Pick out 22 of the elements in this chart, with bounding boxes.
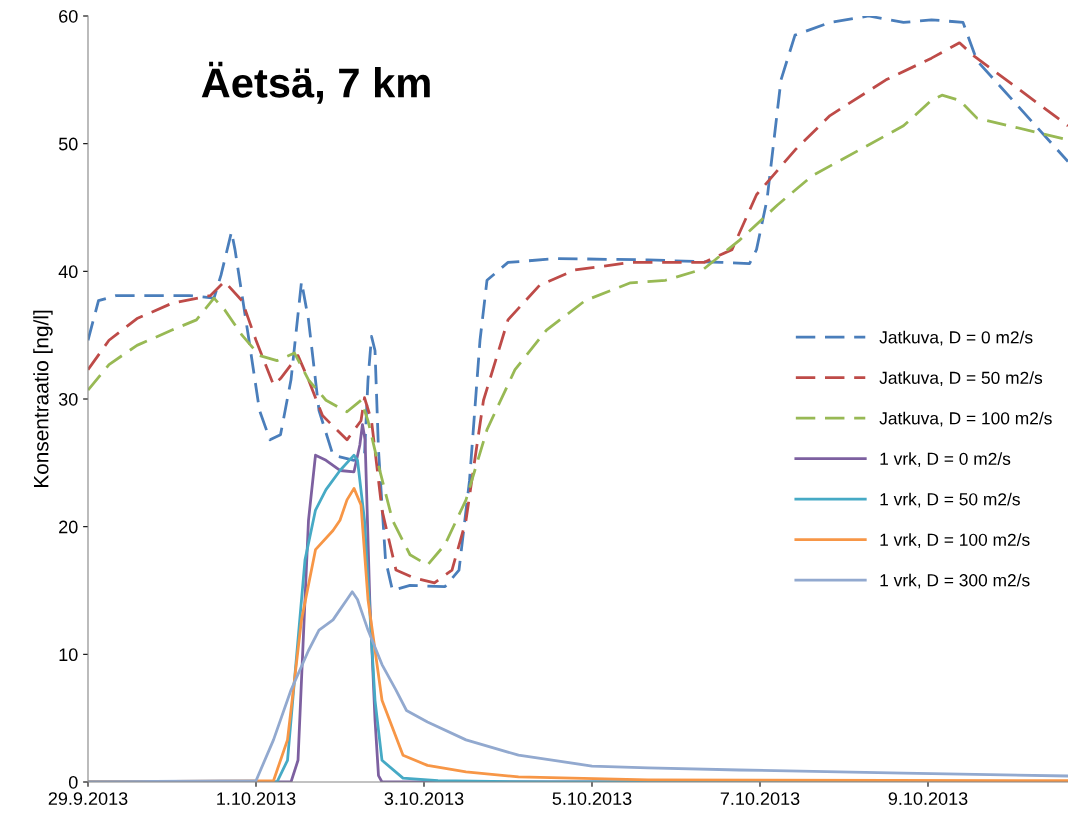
x-tick-label: 7.10.2013: [720, 792, 800, 805]
x-tick-label: 29.9.2013: [48, 792, 128, 805]
legend-label: Jatkuva, D = 100 m2/s: [879, 411, 1052, 427]
legend-label: 1 vrk, D = 50 m2/s: [880, 492, 1020, 508]
y-tick-label: 40: [58, 265, 78, 279]
y-axis-title: Konsentraatio [ng/l]: [33, 310, 53, 488]
x-tick-label: 9.10.2013: [888, 792, 968, 805]
legend-label: 1 vrk, D = 100 m2/s: [880, 533, 1030, 548]
text: Äetsä, 7 km: [201, 61, 430, 104]
x-tick-label: 1.10.2013: [217, 792, 296, 805]
x-tick-label: 3.10.2013: [384, 792, 464, 805]
y-tick-label: 10: [59, 648, 78, 662]
y-tick-label: 20: [59, 520, 78, 534]
y-tick-label: 0: [68, 775, 78, 789]
legend-label: 1 vrk, D = 300 m2/s: [880, 573, 1030, 589]
x-tick-label: 5.10.2013: [552, 792, 632, 805]
legend-label: 1 vrk, D = 0 m2/s: [880, 452, 1011, 467]
legend-label: Jatkuva, D = 0 m2/s: [879, 330, 1033, 346]
y-tick-label: 30: [58, 392, 78, 406]
legend-label: Jatkuva, D = 50 m2/s: [879, 371, 1043, 387]
y-tick-label: 60: [59, 9, 78, 23]
y-tick-label: 50: [58, 137, 78, 151]
